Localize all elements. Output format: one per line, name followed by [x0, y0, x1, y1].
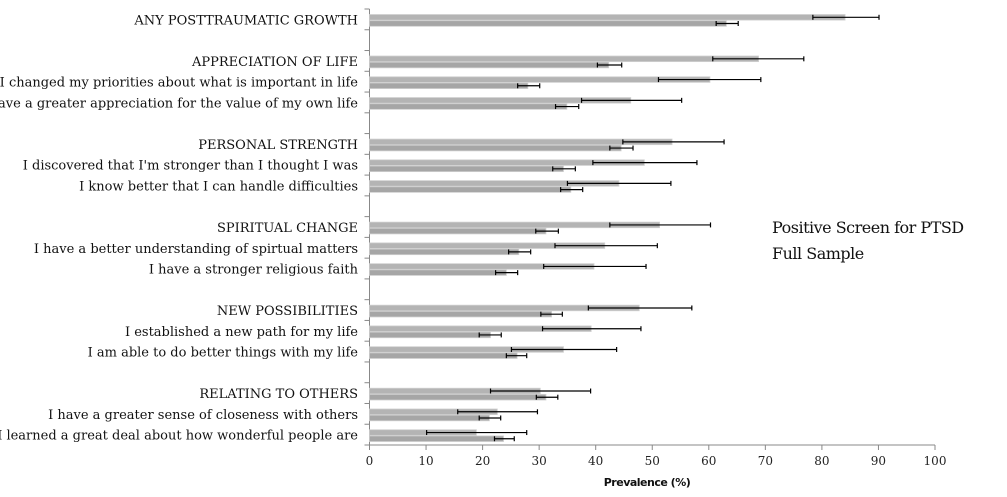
x-tick-label: 40 [588, 454, 603, 468]
bar-full-sample [369, 331, 491, 339]
bar-ptsd [369, 14, 846, 21]
bar-full-sample [369, 414, 490, 422]
category-label: I know better that I can handle difficul… [79, 179, 358, 194]
bar-full-sample [369, 227, 547, 235]
bar-full-sample [369, 82, 529, 89]
category-label: I have a greater sense of closeness with… [48, 408, 358, 423]
bar-full-sample [369, 310, 552, 318]
x-tick-label: 10 [418, 454, 433, 468]
category-label: NEW POSSIBILITIES [217, 304, 358, 319]
bar-ptsd [369, 55, 759, 63]
x-tick-label: 80 [814, 454, 829, 468]
category-label: I have a greater appreciation for the va… [0, 96, 358, 111]
legend-entry-ptsd: Positive Screen for PTSD [772, 218, 964, 237]
bar-full-sample [369, 435, 504, 442]
x-tick-label: 50 [645, 454, 660, 468]
bar-full-sample [369, 144, 622, 152]
bar-full-sample [369, 248, 520, 256]
category-label: I learned a great deal about how wonderf… [0, 429, 358, 444]
category-label: ANY POSTTRAUMATIC GROWTH [133, 13, 358, 28]
category-label: I have a better understanding of spirtua… [34, 242, 358, 257]
category-label: I am able to do better things with my li… [88, 346, 359, 361]
x-axis-label: Prevalence (%) [604, 476, 691, 489]
category-label: SPIRITUAL CHANGE [217, 221, 358, 236]
x-tick-label: 90 [871, 454, 886, 468]
bar-full-sample [369, 352, 518, 359]
bar-full-sample [369, 186, 572, 193]
bar-full-sample [369, 61, 610, 69]
category-label: APPRECIATION OF LIFE [191, 55, 358, 70]
category-label: PERSONAL STRENGTH [198, 138, 358, 153]
category-label: I changed my priorities about what is im… [0, 76, 358, 91]
legend-entry-full-sample: Full Sample [772, 244, 864, 263]
x-tick-label: 70 [758, 454, 773, 468]
x-tick-label: 20 [475, 454, 490, 468]
category-label: I discovered that I'm stronger than I th… [23, 159, 358, 174]
x-tick-label: 100 [924, 454, 947, 468]
x-tick-label: 60 [701, 454, 716, 468]
bar-full-sample [369, 165, 564, 173]
bar-full-sample [369, 103, 568, 110]
bar-full-sample [369, 20, 727, 27]
bar-full-sample [369, 269, 507, 276]
x-tick-label: 0 [366, 454, 374, 468]
category-label: RELATING TO OTHERS [199, 387, 358, 402]
x-tick-label: 30 [532, 454, 547, 468]
bar-full-sample [369, 394, 547, 401]
category-label: I have a stronger religious faith [149, 263, 359, 278]
category-label: I established a new path for my life [125, 325, 358, 340]
